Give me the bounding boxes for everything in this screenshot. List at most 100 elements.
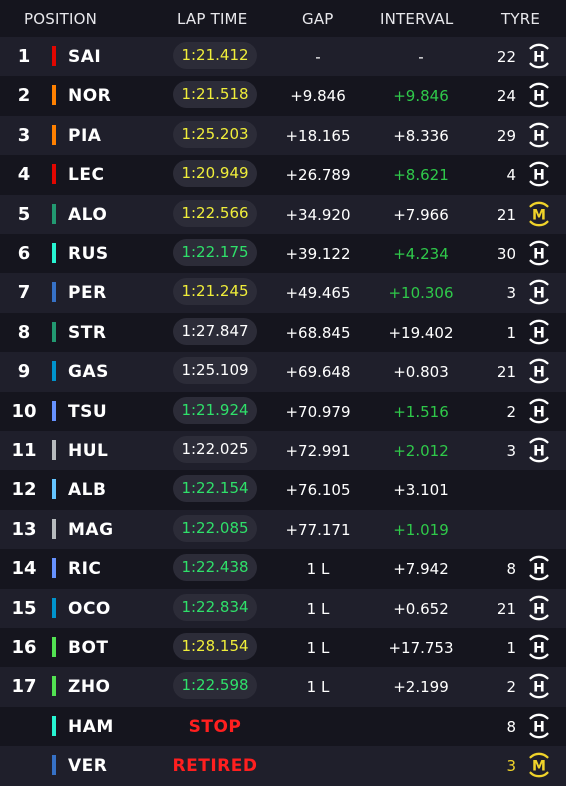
interval-value: +4.234: [393, 245, 449, 263]
tyre-letter: H: [533, 365, 545, 381]
lap-time: 1:21.518: [173, 81, 257, 109]
tyre-age: 3: [506, 284, 516, 303]
lap-time: 1:25.203: [173, 120, 257, 148]
tyre-compound-icon: H: [529, 595, 549, 620]
gap-value: +76.105: [285, 481, 351, 500]
table-row[interactable]: 17 ZHO 1:22.598 1 L +2.199 2 H: [0, 667, 566, 707]
tyre-letter: H: [533, 128, 545, 144]
tyre-age: 1: [506, 639, 516, 657]
table-row[interactable]: 14 RIC 1:22.438 1 L +7.942 8 H: [0, 549, 566, 589]
tyre-age: 24: [496, 87, 516, 106]
tyre-letter: H: [533, 325, 545, 341]
tyre-age: 1: [506, 323, 516, 342]
position-number: 8: [17, 321, 31, 343]
gap-value: +9.846: [290, 87, 346, 106]
table-row[interactable]: VER RETIRED 3 M: [0, 746, 566, 786]
table-row[interactable]: 16 BOT 1:28.154 1 L +17.753 1 H: [0, 628, 566, 668]
team-color-bar: [52, 637, 56, 657]
table-row[interactable]: 3 PIA 1:25.203 +18.165 +8.336 29 H: [0, 115, 566, 156]
interval-value: +1.019: [393, 520, 449, 539]
lap-time: 1:20.949: [173, 160, 257, 188]
tyre-compound-icon: H: [529, 280, 549, 305]
driver-status: STOP: [188, 716, 242, 737]
position-number: 2: [17, 85, 31, 107]
lap-time: 1:21.245: [173, 278, 257, 306]
tyre-age: 21: [496, 205, 516, 224]
team-color-bar: [52, 676, 56, 697]
table-row[interactable]: 9 GAS 1:25.109 +69.648 +0.803 21 H: [0, 352, 566, 392]
tyre-compound-icon: H: [529, 43, 549, 69]
tyre-compound-icon: H: [529, 634, 549, 660]
header-gap: GAP: [302, 10, 334, 28]
position-number: 10: [11, 400, 37, 422]
header-tyre: TYRE: [501, 10, 541, 28]
tyre-age: 2: [506, 678, 516, 697]
driver-code: TSU: [68, 401, 108, 422]
gap-value: +69.648: [285, 363, 351, 382]
table-row[interactable]: 6 RUS 1:22.175 +39.122 +4.234 30 H: [0, 234, 566, 274]
position-number: 1: [17, 46, 31, 67]
position-number: 5: [17, 203, 31, 225]
gap-value: +49.465: [285, 284, 351, 303]
driver-code: HAM: [68, 716, 114, 737]
tyre-letter: H: [533, 50, 545, 66]
team-color-bar: [52, 124, 56, 145]
driver-code: NOR: [68, 86, 112, 107]
table-row[interactable]: 13 MAG 1:22.085 +77.171 +1.019: [0, 509, 566, 550]
interval-value: +2.199: [393, 678, 449, 697]
position-number: 13: [11, 518, 37, 540]
table-row[interactable]: 11 HUL 1:22.025 +72.991 +2.012 3 H: [0, 431, 566, 471]
tyre-age: 30: [496, 245, 516, 263]
driver-code: BOT: [68, 638, 109, 658]
table-row[interactable]: 5 ALO 1:22.566 +34.920 +7.966 21 M: [0, 194, 566, 234]
gap-value: +70.979: [285, 402, 351, 421]
interval-value: +3.101: [393, 481, 449, 500]
tyre-compound-icon: H: [529, 319, 549, 345]
table-row[interactable]: 12 ALB 1:22.154 +76.105 +3.101: [0, 470, 566, 510]
tyre-compound-icon: H: [529, 437, 549, 463]
lap-time: 1:22.175: [173, 239, 257, 266]
table-row[interactable]: 4 LEC 1:20.949 +26.789 +8.621 4 H: [0, 155, 566, 195]
table-row[interactable]: 1 SAI 1:21.412 - - 22 H: [0, 37, 566, 77]
tyre-letter: H: [533, 247, 545, 263]
driver-code: ALO: [68, 204, 108, 225]
gap-value: +34.920: [285, 205, 351, 224]
tyre-letter: H: [533, 562, 545, 578]
driver-code: ALB: [68, 480, 107, 501]
table-row[interactable]: 8 STR 1:27.847 +68.845 +19.402 1 H: [0, 312, 566, 353]
driver-code: STR: [68, 322, 107, 343]
driver-code: PIA: [68, 125, 102, 146]
lap-time: 1:22.566: [173, 199, 257, 227]
table-row[interactable]: 2 NOR 1:21.518 +9.846 +9.846 24 H: [0, 76, 566, 116]
gap-value: 1 L: [306, 678, 330, 697]
table-row[interactable]: 10 TSU 1:21.924 +70.979 +1.516 2 H: [0, 391, 566, 431]
table-row[interactable]: HAM STOP 8 H: [0, 706, 566, 747]
position-number: 6: [17, 243, 31, 264]
tyre-age: 3: [506, 442, 516, 460]
lap-time: 1:22.598: [173, 672, 257, 700]
gap-value: 1 L: [306, 560, 330, 579]
team-color-bar: [52, 755, 56, 776]
team-color-bar: [52, 361, 56, 382]
tyre-age: 8: [506, 717, 516, 736]
gap-value: +26.789: [285, 166, 351, 185]
tyre-compound-icon: H: [529, 240, 549, 266]
tyre-age: 29: [496, 126, 516, 145]
table-row[interactable]: 15 OCO 1:22.834 1 L +0.652 21 H: [0, 588, 566, 628]
tyre-compound-icon: H: [529, 398, 549, 423]
gap-value: +72.991: [285, 442, 351, 460]
tyre-compound-icon: H: [529, 161, 549, 187]
header-interval: INTERVAL: [380, 10, 454, 28]
driver-code: SAI: [68, 47, 102, 67]
driver-code: VER: [68, 756, 108, 777]
lap-time: 1:22.085: [173, 514, 257, 542]
driver-code: ZHO: [68, 677, 111, 698]
table-row[interactable]: 7 PER 1:21.245 +49.465 +10.306 3 H: [0, 273, 566, 313]
position-number: 4: [17, 164, 31, 186]
driver-code: PER: [68, 283, 107, 304]
driver-code: MAG: [68, 519, 114, 540]
interval-value: +8.621: [393, 166, 449, 185]
lap-time: 1:27.847: [173, 317, 257, 345]
tyre-letter: H: [533, 719, 545, 735]
